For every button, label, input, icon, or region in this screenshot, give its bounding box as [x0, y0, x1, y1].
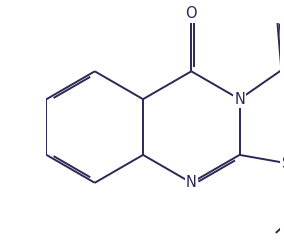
Text: N: N [234, 92, 245, 107]
Text: S: S [282, 156, 284, 171]
Text: N: N [186, 175, 197, 190]
Text: O: O [185, 6, 197, 21]
